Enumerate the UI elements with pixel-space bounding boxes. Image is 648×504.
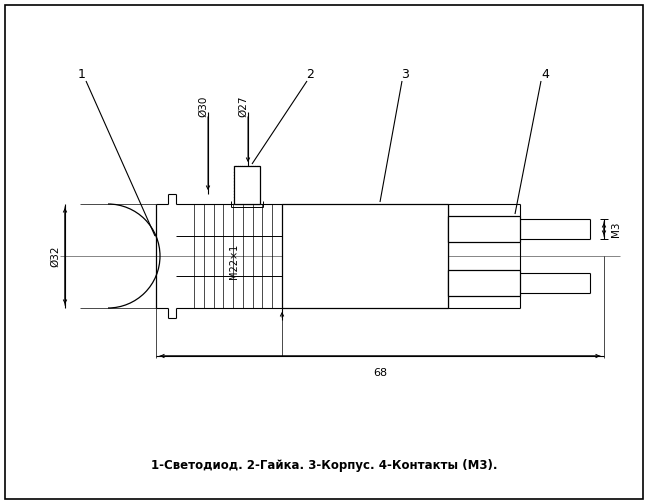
- Bar: [234, 166, 260, 204]
- Bar: [282, 204, 448, 308]
- Text: 3: 3: [401, 68, 409, 81]
- Text: Ø27: Ø27: [238, 95, 248, 117]
- Text: 2: 2: [306, 68, 314, 81]
- Text: Ø32: Ø32: [50, 245, 60, 267]
- Text: 1: 1: [78, 68, 86, 81]
- Bar: [448, 216, 520, 242]
- Text: М3: М3: [611, 221, 621, 237]
- Bar: [448, 270, 520, 296]
- Text: 68: 68: [373, 368, 387, 378]
- Text: М22×1: М22×1: [229, 243, 239, 279]
- Text: 4: 4: [541, 68, 549, 81]
- Bar: [234, 166, 260, 204]
- Text: Ø30: Ø30: [198, 95, 208, 117]
- Text: 1-Светодиод. 2-Гайка. 3-Корпус. 4-Контакты (М3).: 1-Светодиод. 2-Гайка. 3-Корпус. 4-Контак…: [151, 460, 497, 473]
